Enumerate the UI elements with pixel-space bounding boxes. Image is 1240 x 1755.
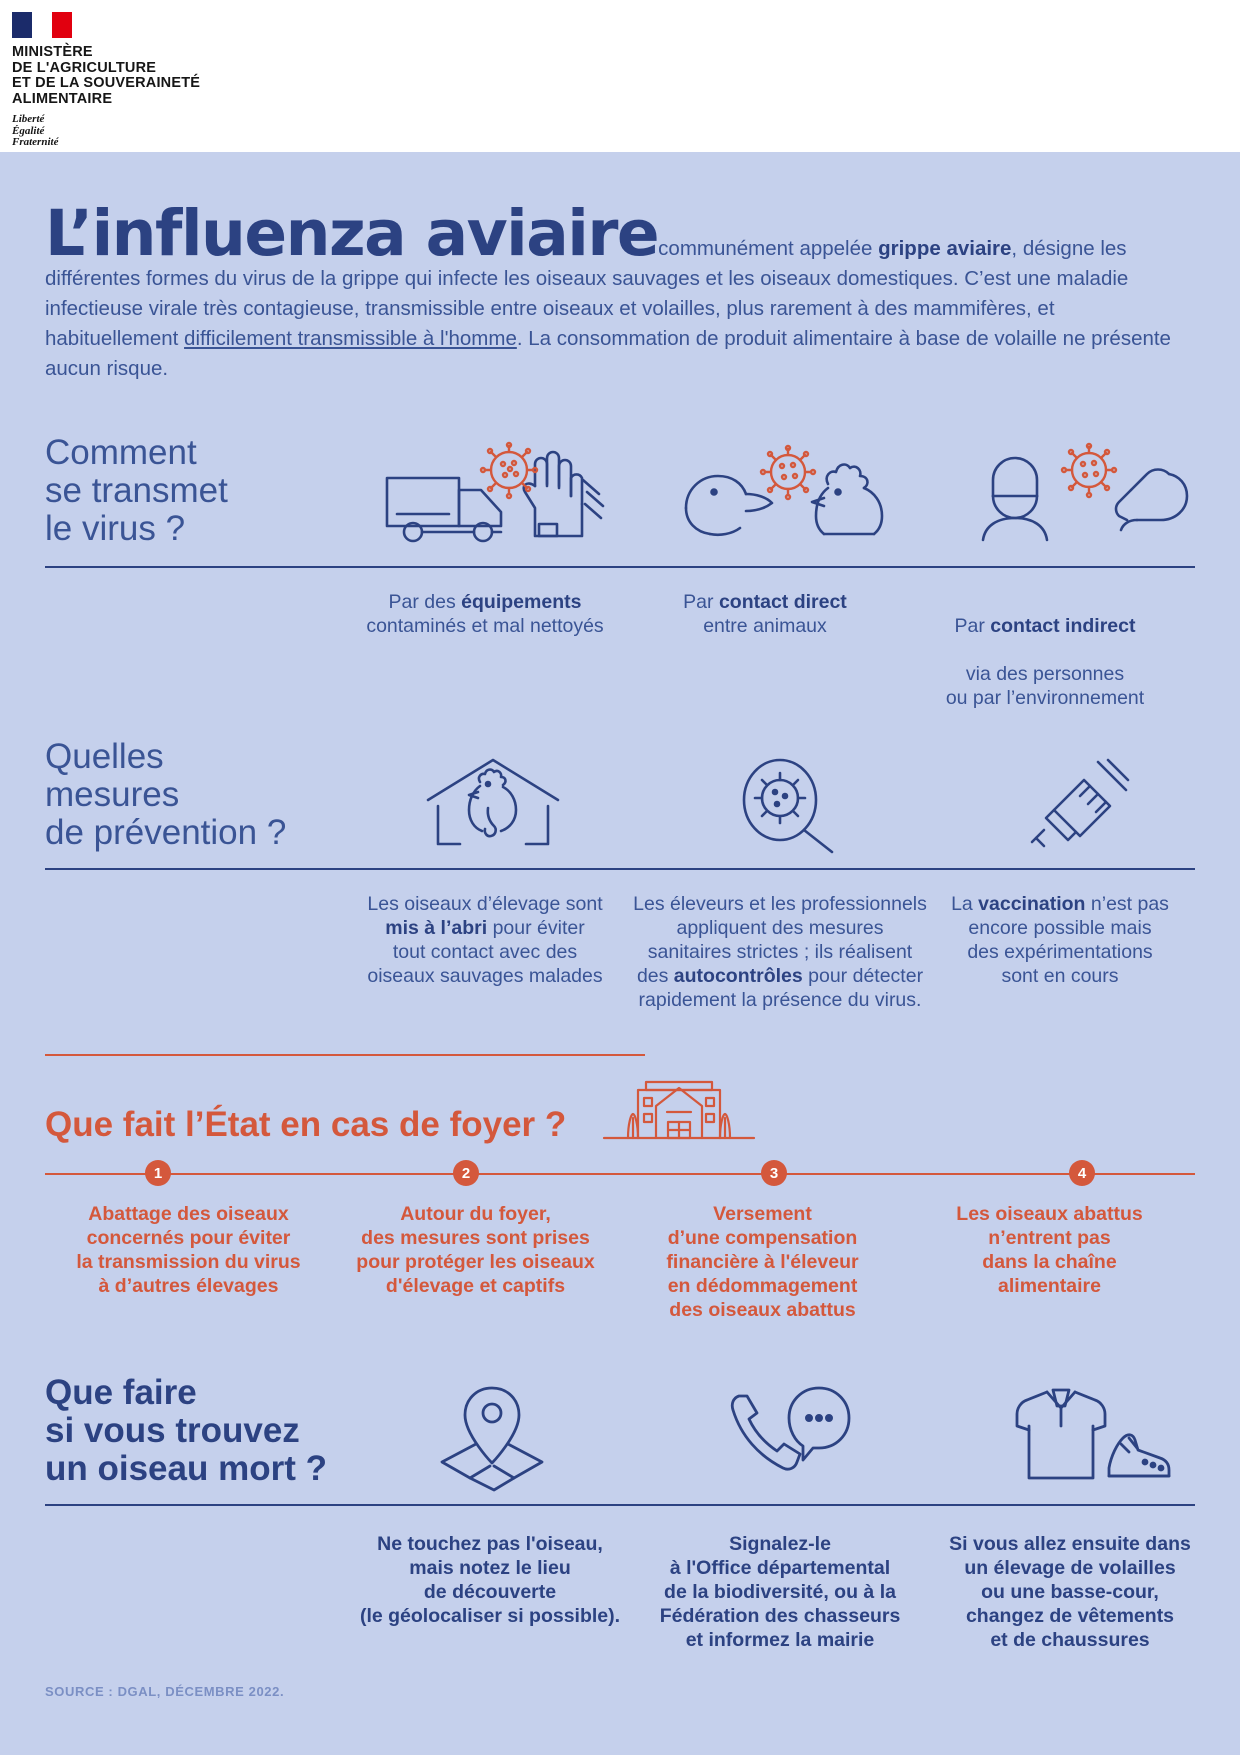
- dead-bird-caption-2: Signalez-le à l'Office départemental de …: [659, 1533, 901, 1651]
- intro-bold-1: grippe aviaire: [878, 237, 1012, 260]
- caption-rest: contaminés et mal nettoyés: [366, 615, 604, 637]
- caption-bold: contact direct: [718, 591, 847, 613]
- state-step-caption-1: Abattage des oiseaux concernés pour évit…: [76, 1203, 301, 1297]
- town-hall-icon: [603, 1072, 756, 1144]
- person-hand-virus-icon: [943, 442, 1223, 554]
- ministry-header: MINISTÈRE DE L'AGRICULTURE ET DE LA SOUV…: [0, 0, 1240, 152]
- prevention-caption-2: Les éleveurs et les professionnels appli…: [625, 892, 935, 1012]
- prevention-section: Quelles mesures de prévention ?: [45, 738, 1240, 1012]
- intro-text-3: . La consommation de produit alimentaire…: [45, 327, 1171, 380]
- caption-rest: pour détecter rapidement la présence du …: [638, 965, 924, 1011]
- state-section: Que fait l’État en cas de foyer ?: [45, 1054, 1240, 1322]
- source-note: SOURCE : DGAL, DÉCEMBRE 2022.: [45, 1684, 285, 1699]
- transmission-section: Comment se transmet le virus ?: [45, 434, 1240, 710]
- transmission-caption-2: Par contact direct entre animaux: [625, 590, 905, 710]
- intro-text-1: communément appelée: [658, 237, 879, 260]
- transmission-divider: [45, 566, 1195, 568]
- prevention-captions: Les oiseaux d’élevage sont mis à l’abri …: [45, 892, 1240, 1012]
- state-title: Que fait l’État en cas de foyer ?: [45, 1105, 567, 1144]
- transmission-caption-1: Par des équipements contaminés et mal ne…: [345, 590, 625, 710]
- caption-bold: vaccination: [978, 893, 1086, 915]
- virus-magnifier-icon: [648, 756, 928, 856]
- state-step-caption-2: Autour du foyer, des mesures sont prises…: [356, 1203, 595, 1297]
- state-step-caption-3: Versement d’une compensation financière …: [666, 1203, 859, 1321]
- syringe-icon: [943, 756, 1223, 856]
- prevention-title: Quelles mesures de prévention ?: [45, 737, 287, 852]
- caption-rest: entre animaux: [703, 615, 827, 637]
- caption-prefix: Par: [954, 615, 991, 637]
- dead-bird-caption-3: Si vous allez ensuite dans un élevage de…: [949, 1533, 1191, 1651]
- dead-bird-captions: Ne touchez pas l'oiseau, mais notez le l…: [45, 1532, 1240, 1652]
- hen-house-icon: [353, 756, 633, 856]
- prevention-divider: [45, 868, 1195, 870]
- map-pin-icon: [353, 1382, 633, 1492]
- caption-bold: mis à l’abri: [385, 917, 488, 939]
- clothes-shoes-icon: [943, 1382, 1223, 1492]
- caption-prefix: Les oiseaux d’élevage sont: [367, 893, 603, 915]
- caption-prefix: La: [951, 893, 979, 915]
- truck-glove-virus-icon: [353, 441, 633, 554]
- caption-bold: autocontrôles: [673, 965, 803, 987]
- ministry-name: MINISTÈRE DE L'AGRICULTURE ET DE LA SOUV…: [12, 44, 201, 107]
- caption-rest: n’est pas encore possible mais des expér…: [967, 893, 1169, 987]
- intro-paragraph: L’influenza aviairecommunément appelée g…: [45, 152, 1175, 384]
- state-steps-axis: 1 2 3 4: [45, 1160, 1195, 1186]
- caption-bold: équipements: [461, 591, 582, 613]
- prevention-caption-3: La vaccination n’est pas encore possible…: [935, 892, 1185, 1012]
- step-marker-3: 3: [761, 1160, 787, 1186]
- caption-prefix: Par: [683, 591, 719, 613]
- caption-bold: contact indirect: [990, 615, 1136, 637]
- prevention-caption-1: Les oiseaux d’élevage sont mis à l’abri …: [345, 892, 625, 1012]
- step-marker-1: 1: [145, 1160, 171, 1186]
- intro-text-2: , désigne les différentes formes du viru…: [45, 237, 1129, 350]
- dead-bird-caption-1: Ne touchez pas l'oiseau, mais notez le l…: [359, 1533, 621, 1627]
- step-marker-2: 2: [453, 1160, 479, 1186]
- caption-prefix: Les éleveurs et les professionnels appli…: [633, 893, 927, 987]
- duck-hen-virus-icon: [648, 444, 928, 554]
- caption-rest: pour éviter tout contact avec des oiseau…: [367, 917, 603, 987]
- dead-bird-section: Que faire si vous trouvez un oiseau mort…: [45, 1374, 1240, 1652]
- page-title: L’influenza aviaire: [45, 197, 660, 270]
- transmission-caption-3: Par contact indirect via des personnes o…: [905, 590, 1185, 710]
- state-step-caption-4: Les oiseaux abattus n’entrent pas dans l…: [956, 1203, 1143, 1297]
- french-flag-icon: [12, 12, 72, 38]
- caption-prefix: Par des: [388, 591, 462, 613]
- transmission-captions: Par des équipements contaminés et mal ne…: [45, 590, 1240, 710]
- poster-body: L’influenza aviairecommunément appelée g…: [0, 152, 1240, 1755]
- transmission-title: Comment se transmet le virus ?: [45, 433, 228, 548]
- dead-bird-divider: [45, 1504, 1195, 1506]
- intro-underline-1: difficilement transmissible à l'homme: [184, 327, 517, 350]
- step-marker-4: 4: [1069, 1160, 1095, 1186]
- state-top-divider: [45, 1054, 645, 1056]
- caption-rest: via des personnes ou par l’environnement: [945, 663, 1145, 709]
- dead-bird-title: Que faire si vous trouvez un oiseau mort…: [45, 1373, 327, 1488]
- republic-motto: Liberté Égalité Fraternité: [12, 113, 59, 148]
- phone-call-icon: [648, 1382, 928, 1492]
